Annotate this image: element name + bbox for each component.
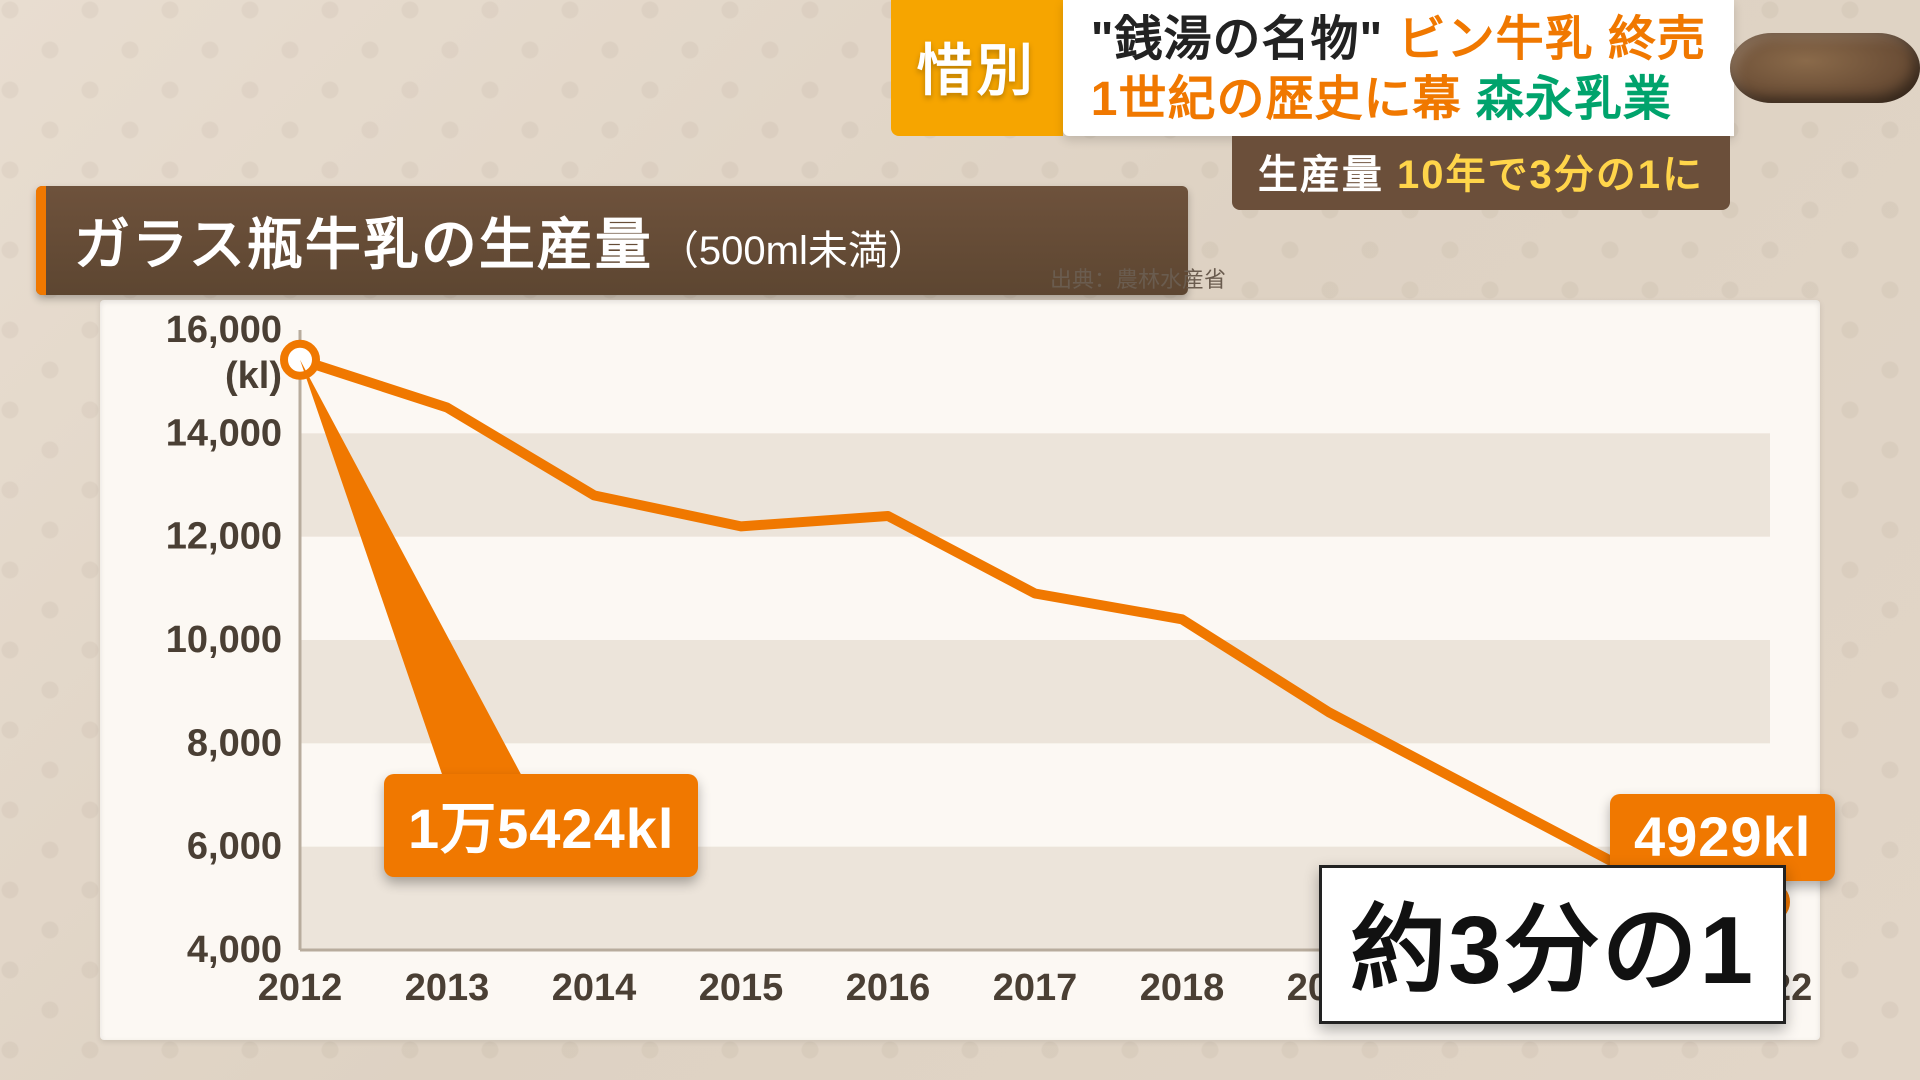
chart-title-main: ガラス瓶牛乳の生産量	[74, 200, 653, 281]
chart-panel: 4,000 6,000 8,000 10,000 12,000 14,000 16,000(…	[100, 300, 1820, 1040]
chart-source: 出典：農林水産省	[1050, 262, 1226, 294]
svg-text:2017: 2017	[993, 967, 1078, 1009]
callout-start-text: 1万5424kl	[408, 797, 674, 860]
headline-line1-quote: "銭湯の名物"	[1091, 13, 1384, 66]
headline-line2-orange: 1世紀の歴史に幕	[1091, 73, 1462, 126]
svg-text:2014: 2014	[552, 967, 637, 1009]
svg-text:10,000: 10,000	[166, 619, 282, 661]
svg-text:(kl): (kl)	[225, 355, 282, 397]
chart-title-bar: ガラス瓶牛乳の生産量 （500ml未満）	[36, 186, 1188, 295]
subcaption-highlight: 10年で3分の1に	[1397, 153, 1704, 197]
svg-text:2013: 2013	[405, 967, 490, 1009]
svg-text:4,000: 4,000	[187, 929, 282, 971]
headline-line2-brand: 森永乳業	[1476, 73, 1672, 126]
decorative-wood-knob-icon	[1730, 33, 1920, 103]
conclusion-text: 約3分の1	[1350, 897, 1755, 1004]
svg-text:8,000: 8,000	[187, 722, 282, 764]
conclusion-box: 約3分の1	[1319, 865, 1786, 1024]
callout-start-value: 1万5424kl	[384, 774, 698, 877]
svg-text:2016: 2016	[846, 967, 931, 1009]
category-badge: 惜別	[891, 0, 1063, 136]
headline-block: 惜別 "銭湯の名物" ビン牛乳 終売 1世紀の歴史に幕 森永乳業 生産量 10年…	[891, 0, 1920, 210]
sub-caption: 生産量 10年で3分の1に	[1232, 136, 1730, 210]
svg-text:6,000: 6,000	[187, 826, 282, 868]
subcaption-pre: 生産量	[1258, 153, 1397, 197]
svg-text:2012: 2012	[258, 967, 343, 1009]
svg-text:12,000: 12,000	[166, 516, 282, 558]
headline-line1-plain: ビン牛乳 終売	[1398, 13, 1706, 66]
callout-end-text: 4929kl	[1634, 805, 1811, 868]
svg-text:16,000: 16,000	[166, 309, 282, 351]
headline-text: "銭湯の名物" ビン牛乳 終売 1世紀の歴史に幕 森永乳業	[1063, 0, 1734, 136]
title-accent-stripe	[36, 186, 46, 295]
svg-text:14,000: 14,000	[166, 412, 282, 454]
chart-title-note: （500ml未満）	[659, 218, 928, 276]
svg-text:2018: 2018	[1140, 967, 1225, 1009]
svg-text:2015: 2015	[699, 967, 784, 1009]
